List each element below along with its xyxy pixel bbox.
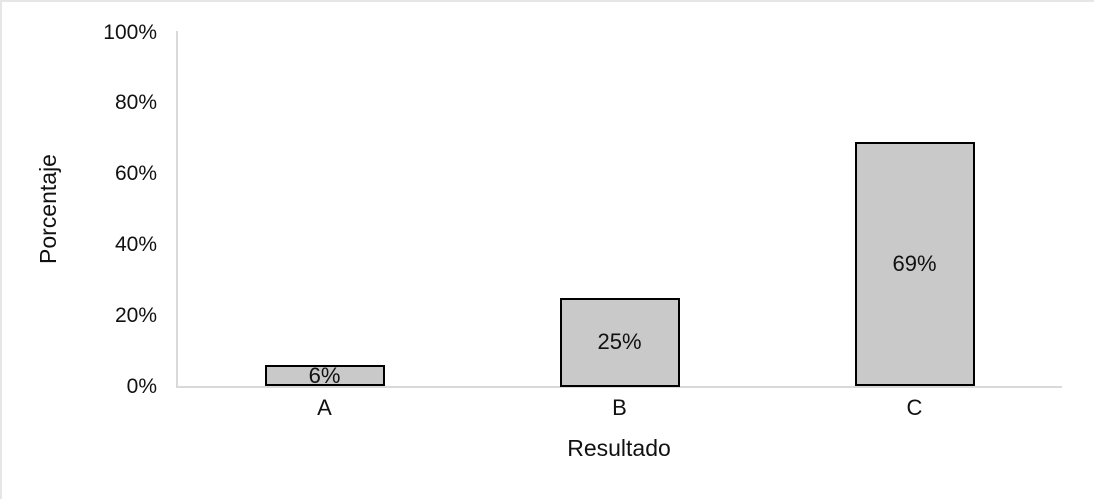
x-category-label-A: A bbox=[317, 395, 332, 420]
bar-value-label-C: 69% bbox=[892, 251, 937, 277]
x-category-label-C: C bbox=[906, 395, 923, 420]
y-tick-label-100: 100% bbox=[103, 20, 157, 44]
bar-B: 25% bbox=[559, 298, 680, 387]
bar-value-label-B: 25% bbox=[597, 329, 642, 355]
x-axis-title: Resultado bbox=[567, 435, 671, 461]
bar-value-label-A: 6% bbox=[308, 362, 341, 388]
bar-A: 6% bbox=[264, 362, 385, 388]
y-axis-line bbox=[176, 31, 178, 387]
y-tick-label-20: 20% bbox=[114, 303, 157, 327]
y-tick-label-60: 60% bbox=[114, 162, 157, 186]
x-axis-line bbox=[176, 386, 1062, 388]
y-tick-label-0: 0% bbox=[126, 374, 157, 398]
y-axis-title: Porcentaje bbox=[35, 154, 61, 264]
y-tick-label-80: 80% bbox=[114, 91, 157, 115]
bar-C: 69% bbox=[854, 142, 975, 387]
x-category-label-B: B bbox=[612, 395, 627, 420]
y-tick-label-40: 40% bbox=[114, 232, 157, 256]
